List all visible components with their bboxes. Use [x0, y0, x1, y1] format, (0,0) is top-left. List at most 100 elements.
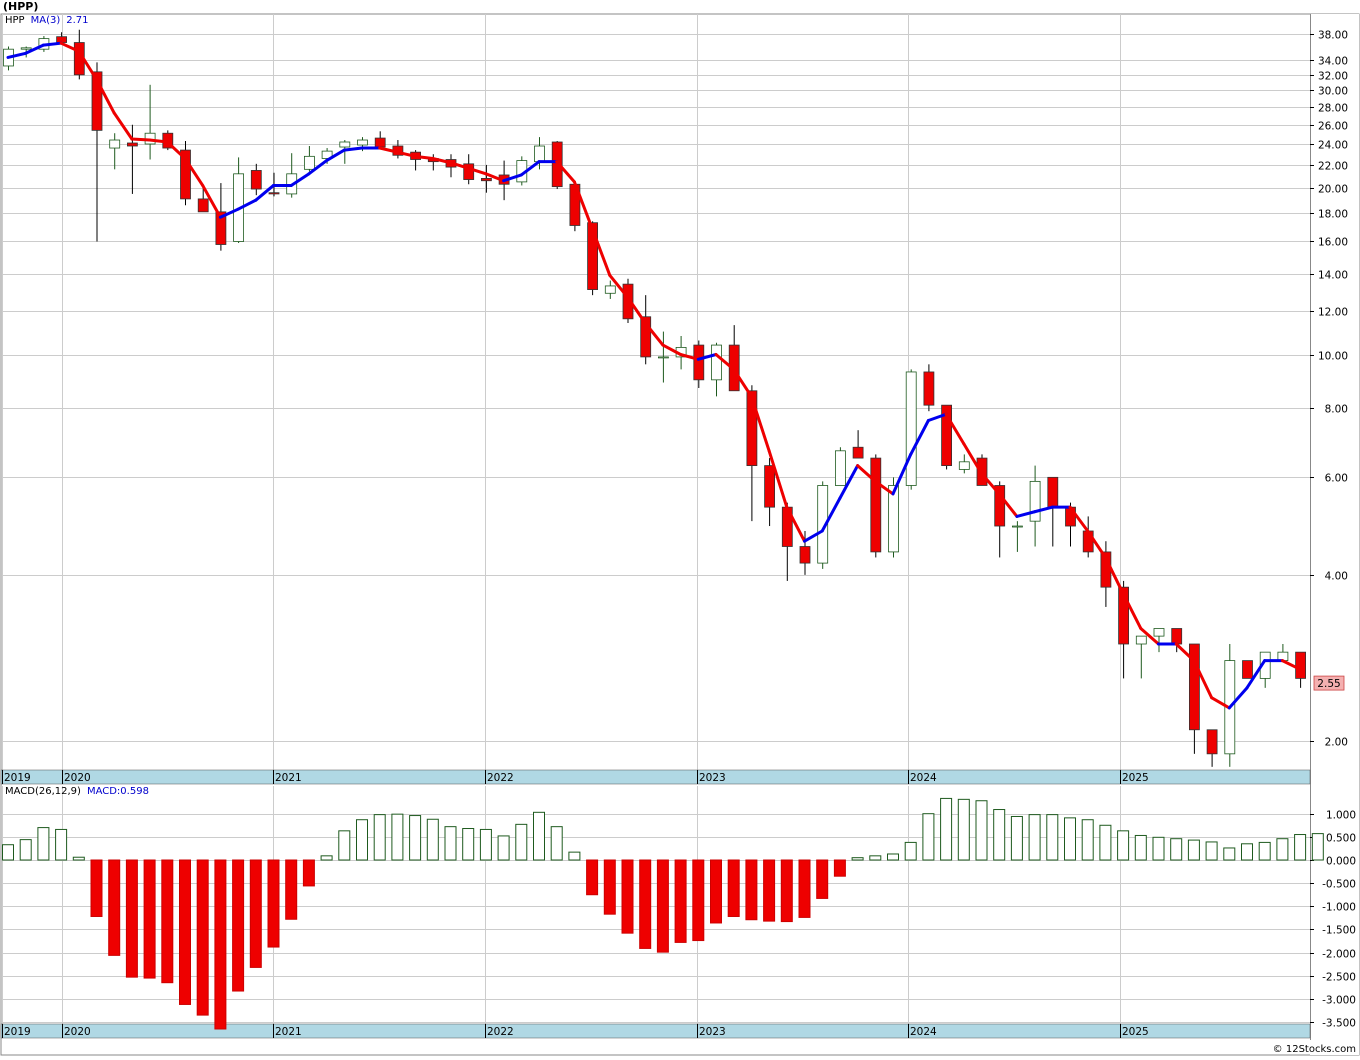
price-tick-label: 18.00: [1318, 209, 1348, 221]
macd-bar: [426, 818, 439, 861]
candle-body: [658, 356, 669, 359]
price-time-axis: [0, 769, 1311, 785]
macd-bar: [1010, 815, 1023, 861]
price-tick-label: 32.00: [1318, 71, 1348, 83]
ma-segment: [254, 183, 275, 202]
ma-segment: [342, 146, 364, 152]
macd-bar: [196, 859, 209, 1016]
macd-bar: [55, 828, 68, 861]
macd-bar: [533, 811, 545, 861]
ma-segment: [466, 166, 488, 176]
macd-tick-label: -0.500: [1322, 879, 1356, 891]
price-tick-label: 20.00: [1318, 184, 1348, 196]
ma-segment: [395, 150, 417, 158]
ma-segment: [41, 41, 63, 47]
macd-bar: [1170, 838, 1183, 861]
ma-segment: [803, 529, 824, 543]
macd-bar: [373, 814, 386, 861]
candle-body: [480, 178, 492, 182]
candle-body: [534, 145, 545, 163]
macd-bar: [710, 859, 722, 924]
macd-bar: [922, 813, 935, 861]
macd-bar: [90, 859, 103, 917]
macd-bar: [302, 859, 315, 887]
macd-bar: [975, 800, 988, 861]
axis-year-label: 2025: [1122, 1026, 1149, 1038]
macd-bar: [1117, 830, 1130, 861]
ma-segment: [77, 49, 98, 81]
macd-bars-group: [2, 797, 1324, 1030]
ma-segment: [1192, 659, 1214, 700]
macd-tick-label: -1.500: [1322, 925, 1356, 937]
macd-bar: [338, 830, 351, 861]
last-price-label: 2.55: [1317, 678, 1340, 690]
ma-segment: [218, 207, 240, 219]
price-tick-label: 22.00: [1318, 161, 1348, 173]
ma-segment: [378, 146, 399, 154]
macd-bar: [479, 828, 492, 861]
candle-body: [463, 163, 475, 180]
ma-segment: [679, 353, 700, 361]
price-tick-label: 16.00: [1318, 237, 1348, 249]
candle-body: [1012, 525, 1023, 528]
ma-segment: [608, 273, 629, 299]
macd-bar: [391, 813, 404, 861]
candle-body: [197, 198, 209, 213]
candle-body: [958, 461, 970, 470]
macd-bar: [993, 809, 1006, 861]
ma-segment: [325, 148, 346, 163]
macd-bar: [249, 859, 262, 968]
macd-bar: [727, 859, 740, 917]
ma-segment: [944, 412, 966, 446]
macd-tick-label: 0.000: [1326, 856, 1356, 868]
ma-segment: [572, 180, 594, 230]
macd-bar: [1205, 841, 1218, 861]
candle-body: [91, 71, 103, 131]
macd-bar: [1081, 819, 1094, 861]
ma-segment: [413, 154, 435, 160]
macd-bar: [1152, 836, 1165, 861]
ma-segment: [1139, 626, 1160, 646]
ma-segment: [1210, 696, 1231, 710]
candle-body: [764, 465, 775, 508]
right-axis-bg: [1310, 14, 1359, 1055]
macd-bar: [692, 859, 705, 942]
ma-line-group: [6, 41, 1302, 710]
macd-bar: [1294, 834, 1307, 861]
macd-tick-label: -1.000: [1322, 902, 1356, 914]
candle-body: [1047, 476, 1059, 508]
candle-body: [604, 285, 616, 294]
candle-body: [20, 47, 32, 50]
ma-segment: [1103, 555, 1125, 596]
candle-body: [1029, 480, 1041, 522]
ma-segment: [873, 479, 895, 496]
axis-year-label: 2020: [64, 772, 91, 784]
candle-body: [180, 149, 191, 200]
candle-body: [215, 211, 227, 245]
axis-year-label: 2025: [1122, 772, 1149, 784]
ma-segment: [1086, 529, 1107, 559]
macd-bar: [1134, 834, 1147, 861]
price-tick-label: 24.00: [1318, 140, 1348, 152]
ma-segment: [24, 43, 45, 55]
price-tick-label: 12.00: [1318, 307, 1348, 319]
candle-body: [640, 316, 652, 358]
macd-tick-label: -2.000: [1322, 949, 1356, 961]
price-tick-label: 28.00: [1318, 103, 1348, 115]
macd-bar: [957, 798, 970, 861]
ma-segment: [1280, 659, 1302, 671]
legend-symbol: HPP: [5, 15, 25, 26]
price-tick-label: 30.00: [1318, 86, 1348, 98]
ma-segment: [431, 156, 452, 165]
macd-bar: [904, 841, 917, 861]
ma-segment: [997, 492, 1019, 518]
macd-bar: [1187, 839, 1200, 861]
axis-year-label: 2024: [910, 772, 937, 784]
candle-body: [711, 344, 722, 381]
candle-body: [746, 390, 758, 467]
chart-title: (HPP): [3, 0, 39, 13]
candle-body: [1118, 586, 1129, 645]
ma-segment: [820, 496, 842, 533]
